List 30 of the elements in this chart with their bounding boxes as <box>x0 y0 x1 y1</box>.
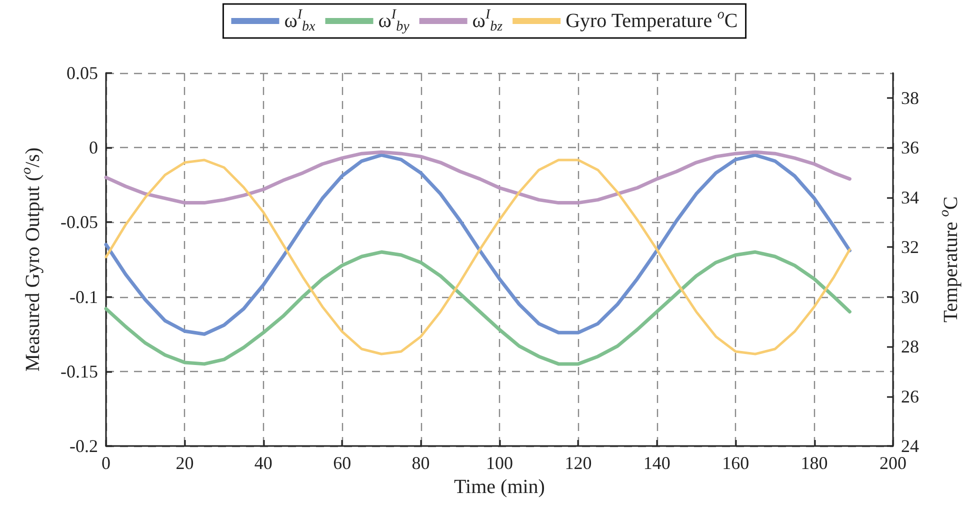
x-tick-label: 60 <box>333 453 352 473</box>
x-tick-label: 0 <box>102 453 110 473</box>
y-tick-label: -0.1 <box>70 286 98 307</box>
y2-tick-label: 24 <box>901 436 919 456</box>
y2-tick-label: 36 <box>901 138 919 158</box>
y-tick-label: -0.05 <box>60 212 98 232</box>
x-tick-label: 200 <box>880 453 906 473</box>
y2-tick-label: 30 <box>901 286 919 307</box>
y-tick-label: -0.2 <box>70 436 98 456</box>
y-tick-label: 0.05 <box>66 63 98 83</box>
y-tick-label: -0.15 <box>60 361 98 382</box>
x-tick-label: 100 <box>486 453 513 473</box>
y2-tick-label: 26 <box>901 386 919 406</box>
y2-tick-label: 38 <box>901 88 919 108</box>
x-tick-label: 180 <box>800 453 828 473</box>
x-tick-label: 140 <box>643 453 670 473</box>
x-tick-label: 40 <box>254 453 272 473</box>
y2-tick-label: 28 <box>901 336 919 357</box>
y-axis-title: Measured Gyro Output (o/s) <box>20 147 44 372</box>
y-tick-label: 0 <box>89 138 98 158</box>
x-axis-title: Time (min) <box>454 476 545 498</box>
y2-tick-label: 32 <box>901 237 919 258</box>
y2-tick-label: 34 <box>901 187 919 208</box>
x-tick-label: 20 <box>176 453 194 473</box>
line-series <box>104 150 852 205</box>
x-tick-label: 80 <box>412 453 430 473</box>
y2-axis-title: Temperature oC <box>938 196 962 323</box>
line-series <box>104 250 852 366</box>
x-tick-label: 120 <box>564 453 592 473</box>
x-tick-label: 160 <box>722 453 750 473</box>
